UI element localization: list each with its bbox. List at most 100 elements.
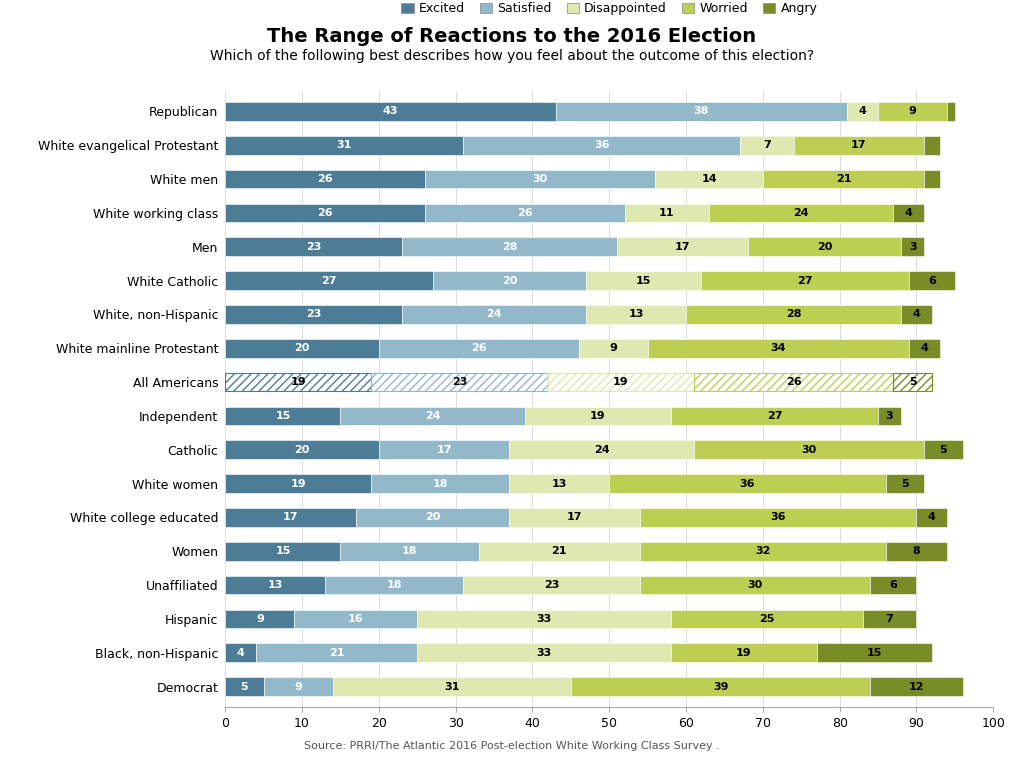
Text: 16: 16 bbox=[348, 614, 364, 624]
Text: 20: 20 bbox=[294, 344, 310, 353]
Text: 7: 7 bbox=[763, 141, 771, 150]
Bar bbox=[225, 610, 295, 629]
Text: 18: 18 bbox=[401, 546, 418, 556]
Bar bbox=[356, 508, 510, 527]
Bar bbox=[870, 576, 916, 594]
Bar bbox=[225, 204, 425, 222]
Text: 5: 5 bbox=[909, 377, 916, 387]
Bar bbox=[924, 441, 963, 459]
Bar bbox=[379, 339, 579, 357]
Bar bbox=[463, 576, 640, 594]
Text: 17: 17 bbox=[851, 141, 866, 150]
Text: 15: 15 bbox=[275, 411, 291, 421]
Text: 9: 9 bbox=[609, 344, 617, 353]
Bar bbox=[924, 169, 940, 188]
Bar bbox=[225, 136, 463, 154]
Text: 3: 3 bbox=[886, 411, 893, 421]
Bar bbox=[479, 542, 640, 561]
Text: 19: 19 bbox=[613, 377, 629, 387]
Text: 38: 38 bbox=[693, 106, 710, 116]
Bar bbox=[671, 610, 862, 629]
Bar bbox=[616, 237, 748, 256]
Text: 20: 20 bbox=[502, 276, 517, 286]
Text: 24: 24 bbox=[594, 445, 609, 454]
Bar bbox=[862, 610, 916, 629]
Text: 12: 12 bbox=[908, 682, 925, 692]
Bar bbox=[916, 508, 947, 527]
Bar bbox=[418, 644, 671, 662]
Bar bbox=[225, 373, 371, 391]
Bar bbox=[225, 305, 401, 324]
Text: Source: PRRI/The Atlantic 2016 Post-election White Working Class Survey .: Source: PRRI/The Atlantic 2016 Post-elec… bbox=[304, 741, 720, 751]
Text: 30: 30 bbox=[748, 580, 763, 590]
Bar bbox=[694, 441, 924, 459]
Text: 4: 4 bbox=[905, 208, 912, 218]
Text: 19: 19 bbox=[590, 411, 605, 421]
Text: 36: 36 bbox=[594, 141, 609, 150]
Text: 19: 19 bbox=[291, 479, 306, 489]
Bar bbox=[924, 136, 940, 154]
Bar bbox=[640, 508, 916, 527]
Bar bbox=[225, 441, 379, 459]
Text: 33: 33 bbox=[537, 648, 552, 657]
Bar bbox=[401, 305, 586, 324]
Text: 23: 23 bbox=[544, 580, 559, 590]
Text: 21: 21 bbox=[552, 546, 567, 556]
Bar bbox=[671, 644, 817, 662]
Text: 19: 19 bbox=[736, 648, 752, 657]
Text: 13: 13 bbox=[267, 580, 283, 590]
Bar bbox=[694, 373, 893, 391]
Text: 9: 9 bbox=[908, 106, 916, 116]
Text: 4: 4 bbox=[928, 512, 936, 522]
Text: 26: 26 bbox=[317, 208, 333, 218]
Text: 17: 17 bbox=[436, 445, 452, 454]
Bar bbox=[886, 542, 947, 561]
Bar bbox=[371, 474, 510, 493]
Text: 33: 33 bbox=[537, 614, 552, 624]
Bar bbox=[509, 474, 609, 493]
Bar bbox=[694, 373, 893, 391]
Text: 5: 5 bbox=[901, 479, 908, 489]
Bar bbox=[225, 271, 432, 290]
Bar bbox=[326, 576, 463, 594]
Text: 25: 25 bbox=[759, 614, 774, 624]
Bar bbox=[609, 474, 886, 493]
Text: 27: 27 bbox=[322, 276, 337, 286]
Bar bbox=[947, 102, 954, 121]
Text: 6: 6 bbox=[928, 276, 936, 286]
Legend: Excited, Satisfied, Disappointed, Worried, Angry: Excited, Satisfied, Disappointed, Worrie… bbox=[401, 2, 817, 15]
Text: 43: 43 bbox=[383, 106, 398, 116]
Bar bbox=[548, 373, 694, 391]
Text: 23: 23 bbox=[306, 309, 322, 319]
Bar bbox=[571, 677, 870, 696]
Text: 24: 24 bbox=[425, 411, 440, 421]
Bar bbox=[586, 271, 701, 290]
Text: 21: 21 bbox=[836, 174, 851, 184]
Text: 4: 4 bbox=[859, 106, 866, 116]
Text: 9: 9 bbox=[294, 682, 302, 692]
Bar bbox=[748, 237, 901, 256]
Bar bbox=[379, 441, 510, 459]
Text: 8: 8 bbox=[912, 546, 921, 556]
Text: 30: 30 bbox=[802, 445, 816, 454]
Text: 32: 32 bbox=[755, 546, 771, 556]
Bar bbox=[340, 542, 479, 561]
Bar bbox=[893, 373, 932, 391]
Bar bbox=[847, 102, 878, 121]
Bar bbox=[625, 204, 709, 222]
Text: 30: 30 bbox=[532, 174, 548, 184]
Text: 17: 17 bbox=[675, 242, 690, 252]
Bar bbox=[509, 441, 694, 459]
Bar bbox=[371, 373, 548, 391]
Text: 7: 7 bbox=[886, 614, 894, 624]
Text: 11: 11 bbox=[659, 208, 675, 218]
Text: 5: 5 bbox=[940, 445, 947, 454]
Bar bbox=[225, 474, 371, 493]
Text: Which of the following best describes how you feel about the outcome of this ele: Which of the following best describes ho… bbox=[210, 49, 814, 63]
Text: 26: 26 bbox=[785, 377, 802, 387]
Text: 20: 20 bbox=[425, 512, 440, 522]
Bar bbox=[817, 644, 932, 662]
Text: 28: 28 bbox=[785, 309, 802, 319]
Bar bbox=[425, 204, 625, 222]
Bar bbox=[295, 610, 418, 629]
